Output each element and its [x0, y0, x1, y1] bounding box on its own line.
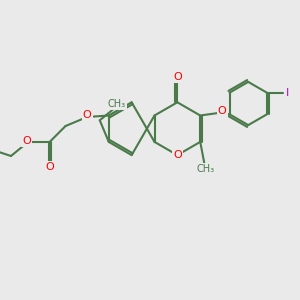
Text: I: I	[285, 88, 289, 98]
Text: O: O	[22, 136, 31, 146]
Text: O: O	[83, 110, 92, 121]
Text: O: O	[218, 106, 226, 116]
Text: CH₃: CH₃	[196, 164, 214, 174]
Text: O: O	[45, 162, 54, 172]
Text: CH₃: CH₃	[108, 99, 126, 109]
Text: O: O	[173, 72, 182, 82]
Text: O: O	[173, 150, 182, 161]
